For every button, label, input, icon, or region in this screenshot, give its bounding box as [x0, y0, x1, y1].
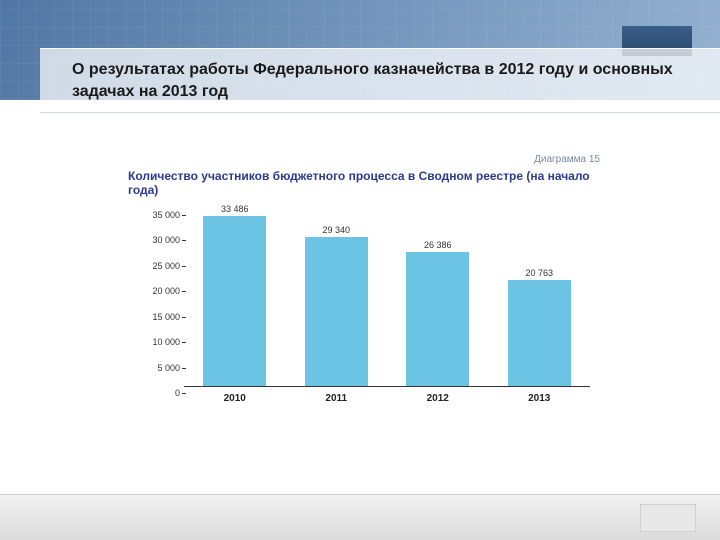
chart-bar-slot: 33 486 [184, 204, 286, 386]
slide: О результатах работы Федерального казнач… [0, 0, 720, 540]
footer-bar [0, 494, 720, 540]
chart-y-tick: 25 000 [130, 261, 180, 271]
chart-y-tick: 15 000 [130, 312, 180, 322]
chart-area: 33 48629 34026 38620 763 201020112012201… [130, 209, 590, 409]
chart-y-tick: 10 000 [130, 337, 180, 347]
chart-x-label: 2012 [387, 389, 489, 409]
chart-y-tick: 5 000 [130, 363, 180, 373]
chart-x-label: 2013 [489, 389, 591, 409]
chart-bar [203, 216, 266, 386]
chart-bar-value-label: 29 340 [322, 225, 350, 235]
chart-bar-value-label: 20 763 [525, 268, 553, 278]
header-background: О результатах работы Федерального казнач… [0, 0, 720, 100]
title-banner: О результатах работы Федерального казнач… [40, 48, 720, 113]
footer-logo-placeholder [640, 504, 696, 532]
chart-container: Диаграмма 15 Количество участников бюдже… [120, 150, 600, 409]
slide-title: О результатах работы Федерального казнач… [72, 59, 688, 102]
chart-bars: 33 48629 34026 38620 763 [184, 209, 590, 386]
chart-bar [305, 237, 368, 386]
diagram-number-label: Диаграмма 15 [120, 154, 600, 165]
chart-bar-value-label: 26 386 [424, 240, 452, 250]
chart-bar-slot: 26 386 [387, 240, 489, 386]
chart-bar-slot: 20 763 [489, 268, 591, 386]
chart-bar [508, 280, 571, 386]
chart-plot: 33 48629 34026 38620 763 [184, 209, 590, 387]
chart-title: Количество участников бюджетного процесс… [128, 169, 600, 197]
chart-bar-slot: 29 340 [286, 225, 388, 386]
chart-x-label: 2011 [286, 389, 388, 409]
content-area: Диаграмма 15 Количество участников бюдже… [0, 150, 720, 494]
chart-bar [406, 252, 469, 386]
chart-y-tick: 20 000 [130, 286, 180, 296]
chart-y-tick: 30 000 [130, 235, 180, 245]
chart-bar-value-label: 33 486 [221, 204, 249, 214]
chart-y-tick: 0 [130, 388, 180, 398]
chart-x-label: 2010 [184, 389, 286, 409]
chart-y-tick: 35 000 [130, 210, 180, 220]
chart-x-labels: 2010201120122013 [184, 389, 590, 409]
